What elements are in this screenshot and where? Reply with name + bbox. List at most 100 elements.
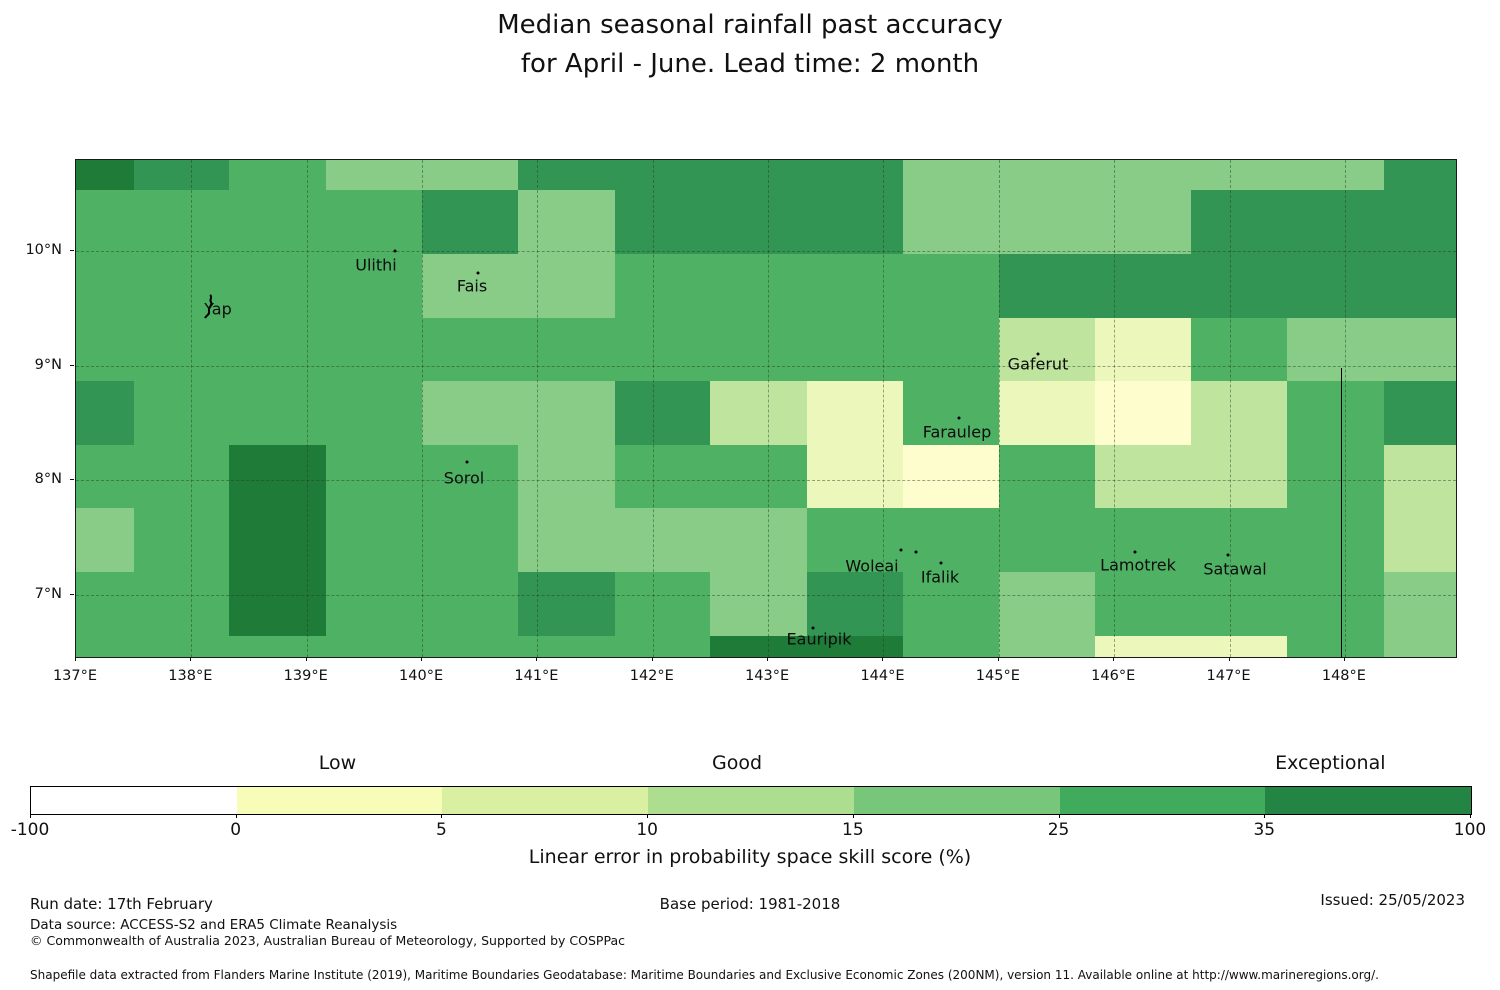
colorbar-tick-label: -100 (10, 820, 50, 840)
island-label-woleai: Woleai (845, 556, 899, 576)
grid-cell (614, 160, 711, 191)
colorbar (30, 786, 1472, 815)
meridian-gridline (191, 160, 193, 657)
parallel-gridline (76, 251, 1456, 253)
grid-cell (1191, 636, 1288, 658)
grid-cell (325, 160, 423, 191)
grid-cell (710, 572, 808, 637)
grid-cell (229, 254, 327, 319)
grid-cell (903, 508, 1000, 573)
grid-cell (133, 160, 230, 191)
grid-cell (806, 381, 904, 446)
grid-cell (422, 444, 519, 509)
x-axis-tickmark (421, 657, 423, 661)
map-heatmap-area: Ulithi Fais Yap Gaferut Faraulep Sorol Woleai I… (75, 159, 1457, 658)
x-axis-tickmark (767, 657, 769, 661)
meridian-gridline (306, 160, 308, 657)
island-label-ifalik: Ifalik (920, 567, 960, 587)
island-marker-dot (1226, 553, 1230, 557)
colorbar-tick-label: 10 (636, 820, 658, 840)
meridian-gridline (1344, 160, 1346, 657)
grid-cell (1287, 160, 1385, 191)
grid-cell (614, 508, 711, 573)
colorbar-segment (1265, 787, 1472, 814)
grid-cell (518, 381, 616, 446)
grid-cell (229, 636, 327, 658)
chart-title-line2: for April - June. Lead time: 2 month (520, 49, 980, 79)
x-axis-tickmark (1228, 657, 1230, 661)
grid-cell (806, 160, 904, 191)
x-axis-tick-label: 139°E (283, 668, 328, 684)
colorbar-tick-label: 5 (436, 820, 447, 840)
grid-cell (614, 444, 711, 509)
grid-cell (903, 444, 1000, 509)
grid-cell (76, 254, 135, 319)
grid-cell (76, 190, 135, 255)
grid-cell (710, 444, 808, 509)
x-axis-tick-label: 147°E (1206, 668, 1251, 684)
grid-cell (76, 317, 135, 382)
grid-cell (998, 317, 1096, 382)
colorbar-segment (31, 787, 237, 814)
island-marker-dot (476, 271, 480, 275)
x-axis-tickmark (75, 657, 76, 661)
x-axis-tick-label: 145°E (975, 668, 1020, 684)
grid-cell (422, 636, 519, 658)
grid-cell (1191, 317, 1288, 382)
grid-cell (1287, 508, 1385, 573)
island-label-yap: Yap (204, 299, 232, 319)
colorbar-tickmark (852, 814, 854, 818)
island-label-sorol: Sorol (443, 468, 485, 488)
yap-island-outline (204, 294, 213, 319)
x-axis-tick-label: 144°E (860, 668, 905, 684)
x-axis-tickmark (1343, 657, 1345, 661)
grid-cell (133, 572, 230, 637)
grid-cell (133, 381, 230, 446)
y-axis-tick-label: 7°N (34, 586, 62, 602)
grid-cell (614, 317, 711, 382)
grid-cell (1383, 254, 1457, 319)
grid-cell (518, 317, 616, 382)
grid-cell (229, 444, 327, 509)
colorbar-tick-label: 0 (230, 820, 242, 840)
grid-cell (1287, 254, 1385, 319)
y-axis-tickmark (70, 250, 74, 252)
grid-cell (806, 254, 904, 319)
grid-cell (325, 636, 423, 658)
grid-cell (325, 381, 423, 446)
meridian-gridline (768, 160, 770, 657)
colorbar-axis-label: Linear error in probability space skill … (528, 846, 972, 868)
x-axis-tickmark (997, 657, 999, 661)
shapefile-attribution-text: Shapefile data extracted from Flanders M… (30, 968, 1379, 982)
island-label-fais: Fais (456, 276, 488, 296)
grid-cell (903, 254, 1000, 319)
island-marker-dot (393, 249, 397, 253)
grid-cell (518, 254, 616, 319)
x-axis-tick-label: 143°E (745, 668, 790, 684)
grid-cell (325, 254, 423, 319)
x-axis-tick-label: 142°E (629, 668, 674, 684)
grid-cell (1095, 508, 1192, 573)
x-axis-tick-label: 146°E (1091, 668, 1136, 684)
grid-cell (325, 190, 423, 255)
run-date-text: Run date: 17th February (30, 895, 213, 913)
grid-cell (133, 190, 230, 255)
grid-cell (1191, 444, 1288, 509)
grid-cell (1287, 190, 1385, 255)
grid-cell (998, 381, 1096, 446)
grid-cell (1287, 381, 1385, 446)
grid-cell (806, 572, 904, 637)
grid-cell (998, 444, 1096, 509)
x-axis-tickmark (651, 657, 653, 661)
grid-cell (325, 444, 423, 509)
copyright-text: © Commonwealth of Australia 2023, Austra… (30, 933, 625, 948)
parallel-gridline (76, 480, 1456, 482)
grid-cell (614, 636, 711, 658)
x-axis-tick-label: 141°E (514, 668, 559, 684)
colorbar-segment (853, 787, 1060, 814)
grid-cell (1287, 572, 1385, 637)
meridian-gridline (883, 160, 885, 657)
colorbar-tickmark (647, 814, 649, 818)
grid-cell (518, 444, 616, 509)
grid-cell (133, 254, 230, 319)
